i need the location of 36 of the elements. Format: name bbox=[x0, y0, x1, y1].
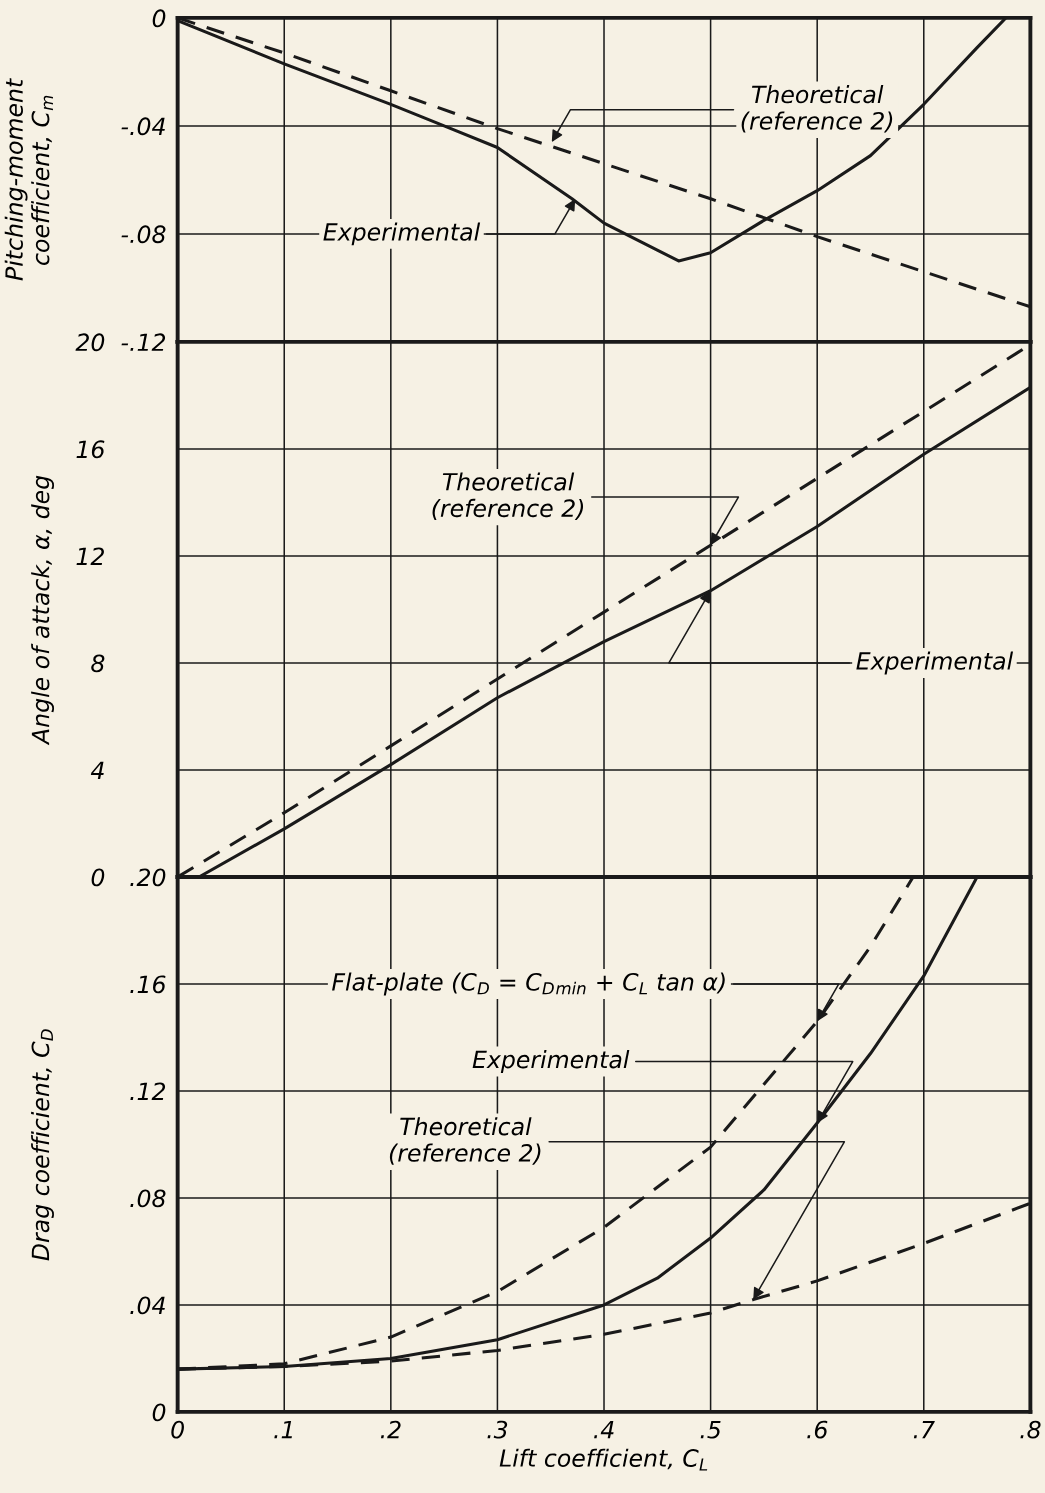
annotation: Theoretical (reference 2) bbox=[389, 1117, 541, 1165]
x-tick-label: .7 bbox=[913, 1420, 935, 1439]
y-tick-label: .08 bbox=[130, 1189, 166, 1208]
y-tick-label: -.04 bbox=[121, 117, 165, 136]
y-tick-label: 0 bbox=[91, 868, 105, 887]
annotation: Flat-plate (C$_{D}$ = C$_{Dmin}$ + C$_{L}$ tan α) bbox=[332, 972, 725, 996]
y-tick-label: 12 bbox=[76, 547, 104, 565]
y-tick-label: 20 bbox=[75, 333, 105, 352]
y-tick-label: 4 bbox=[90, 761, 104, 779]
x-tick-label: .2 bbox=[380, 1420, 401, 1439]
annotation: Theoretical (reference 2) bbox=[432, 472, 584, 520]
annotation: Experimental bbox=[472, 1050, 630, 1073]
y-tick-label: 0 bbox=[152, 1403, 166, 1422]
x-tick-label: 0 bbox=[171, 1420, 184, 1439]
annotation: Theoretical (reference 2) bbox=[741, 85, 893, 133]
x-tick-label: .5 bbox=[700, 1420, 721, 1439]
x-tick-label: .6 bbox=[807, 1420, 828, 1439]
y-tick-label: .20 bbox=[130, 868, 166, 887]
y-tick-label: .16 bbox=[130, 975, 166, 994]
annotation: Experimental bbox=[856, 651, 1014, 675]
y-axis-title: Pitching-moment coefficient, C$_{m}$ bbox=[4, 78, 53, 281]
y-tick-label: .04 bbox=[130, 1296, 165, 1315]
y-tick-label: .12 bbox=[130, 1082, 166, 1100]
x-tick-label: .8 bbox=[1020, 1420, 1041, 1439]
x-axis-title: Lift coefficient, C$_{L}$ bbox=[499, 1448, 708, 1471]
y-tick-label: 8 bbox=[91, 654, 105, 673]
x-tick-label: .4 bbox=[594, 1420, 614, 1439]
y-tick-label: 0 bbox=[152, 9, 166, 28]
x-tick-label: .3 bbox=[487, 1420, 508, 1439]
y-tick-label: 16 bbox=[76, 440, 105, 459]
y-axis-title: Angle of attack, α, deg bbox=[31, 475, 55, 746]
x-tick-label: .1 bbox=[274, 1420, 292, 1439]
annotation: Experimental bbox=[323, 222, 481, 246]
y-tick-label: -.08 bbox=[121, 225, 166, 244]
y-axis-title: Drag coefficient, C$_{D}$ bbox=[31, 1029, 54, 1261]
y-tick-label: -.12 bbox=[121, 333, 166, 351]
